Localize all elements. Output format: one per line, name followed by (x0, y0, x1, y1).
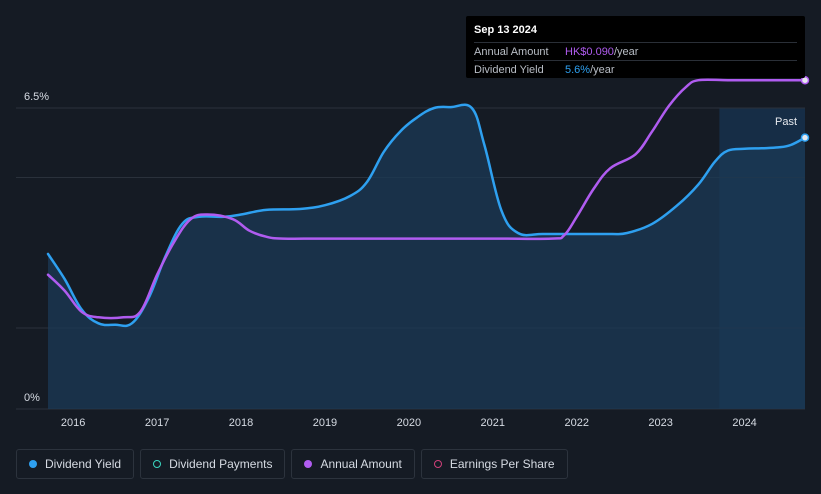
x-tick-label-2024: 2024 (732, 417, 756, 429)
tooltip-yield-label: Dividend Yield (474, 63, 544, 76)
series-end-marker-dividend-yield (800, 133, 810, 142)
past-label: Past (775, 116, 797, 128)
tooltip-annual-amount-row: Annual Amount HK$0.090 /year (474, 42, 797, 60)
tooltip-annual-amount-label: Annual Amount (474, 45, 549, 58)
tooltip-yield-row: Dividend Yield 5.6% /year (474, 60, 797, 78)
y-tick-label-0: 6.5% (24, 91, 49, 103)
tooltip-yield-unit: /year (590, 63, 615, 76)
x-tick-label-2023: 2023 (648, 417, 672, 429)
x-tick-label-2020: 2020 (397, 417, 421, 429)
x-tick-label-2021: 2021 (481, 417, 505, 429)
x-tick-label-2016: 2016 (61, 417, 85, 429)
tooltip-annual-amount-unit: /year (613, 45, 639, 58)
legend-dot-dividend-payments (153, 460, 162, 468)
x-tick-label-2019: 2019 (313, 417, 337, 429)
legend-label-annual-amount: Annual Amount (320, 457, 402, 471)
legend-dividend-payments[interactable]: Dividend Payments (140, 449, 286, 479)
tooltip-yield-value: 5.6% (565, 63, 591, 76)
series-line-annual-amount (46, 78, 807, 320)
x-tick-label-2022: 2022 (564, 417, 588, 429)
tooltip-annual-amount-value: HK$0.090 (565, 45, 614, 58)
legend-label-dividend-payments: Dividend Payments (169, 457, 273, 471)
x-tick-label-2018: 2018 (229, 417, 253, 429)
legend-label-dividend-yield: Dividend Yield (45, 457, 122, 471)
legend-earnings-per-share[interactable]: Earnings Per Share (420, 449, 568, 479)
dividend-yield-area (48, 104, 805, 409)
x-tick-label-2017: 2017 (145, 417, 169, 429)
legend-dividend-yield[interactable]: Dividend Yield (16, 449, 135, 479)
legend-dot-dividend-yield (29, 460, 37, 468)
y-tick-label-1: 0% (24, 392, 40, 404)
legend-dot-annual-amount (304, 460, 313, 468)
dividend-chart: 6.5% 0% 2016 2017 2018 2019 2020 2021 2022 2023 20… (16, 75, 810, 429)
chart-legend: Dividend Yield Dividend Payments Annual … (16, 449, 568, 481)
legend-dot-earnings-per-share (433, 460, 442, 468)
series-end-marker-annual-amount (800, 75, 810, 85)
legend-annual-amount[interactable]: Annual Amount (291, 449, 415, 479)
tooltip-panel: Sep 13 2024 Annual Amount HK$0.090 /year… (466, 16, 805, 78)
tooltip-date: Sep 13 2024 (474, 24, 537, 36)
legend-label-earnings-per-share: Earnings Per Share (449, 457, 555, 471)
